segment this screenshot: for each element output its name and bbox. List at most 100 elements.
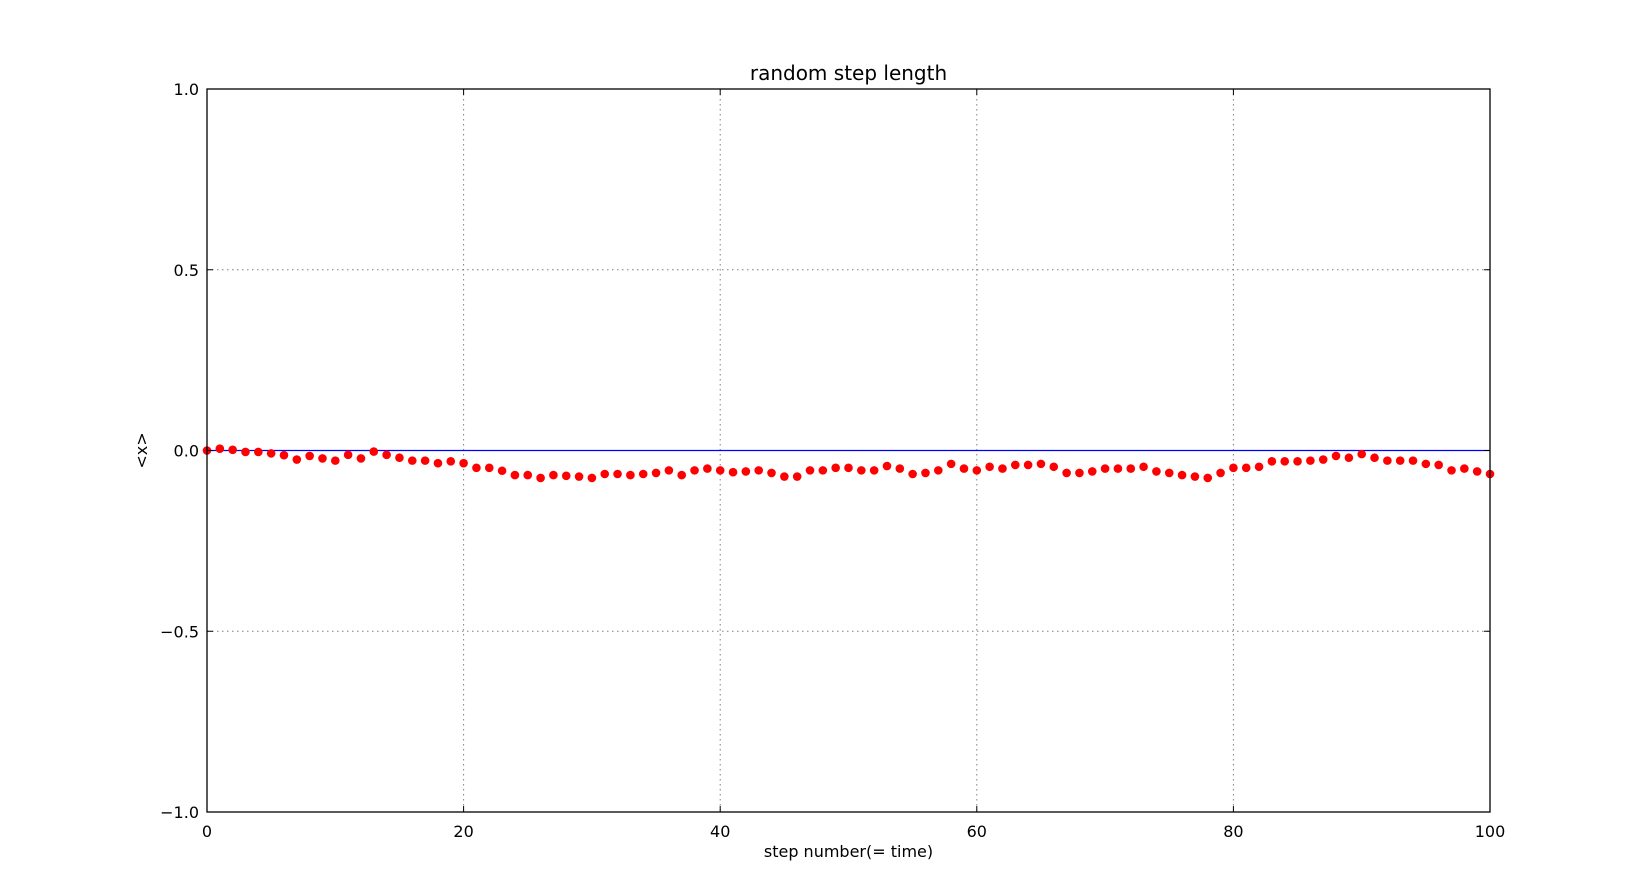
data-point [895,464,905,473]
data-point [767,468,776,478]
data-point [664,466,674,475]
data-point [1447,466,1456,475]
data-point [484,463,494,473]
x-tick-label: 100 [1475,822,1506,841]
data-point [561,471,571,481]
data-point [254,447,263,457]
data-point [292,455,302,464]
data-point [1023,460,1033,470]
data-point [1357,449,1366,459]
data-point [228,445,237,455]
data-point [1049,462,1059,472]
data-point [677,470,687,480]
data-point [1036,459,1046,469]
data-point [972,466,982,475]
data-point [446,457,456,466]
data-point [934,466,943,475]
data-point [651,468,661,478]
data-point [1190,472,1200,481]
data-point [1075,468,1084,478]
data-point [1152,467,1161,476]
data-point [690,466,699,475]
data-point [1421,459,1431,469]
data-point [715,466,725,475]
y-tick-label: −0.5 [160,622,199,641]
x-tick-label: 20 [453,822,473,841]
y-tick-label: 1.0 [174,80,199,99]
data-point [497,466,507,476]
data-points [202,444,1495,483]
data-point [536,473,545,483]
data-point [728,467,738,477]
data-point [613,469,622,479]
data-point [741,467,751,476]
x-tick-label: 0 [202,822,212,841]
data-point [1203,473,1213,483]
data-point [331,456,340,465]
data-point [523,470,533,480]
data-point [343,450,353,460]
data-point [266,449,276,458]
data-point [1139,462,1148,472]
data-point [818,466,828,475]
data-point [1434,460,1443,470]
data-point [356,454,366,463]
axis-ticks [206,88,1491,813]
x-tick-label: 60 [967,822,987,841]
data-point [946,459,956,469]
y-tick-label: −1.0 [160,803,199,822]
x-tick-labels: 0 20 40 60 80 100 [202,822,1505,841]
data-point [510,470,520,480]
data-point [1408,456,1418,465]
data-point [279,450,289,460]
data-point [395,453,404,463]
data-point [420,456,430,465]
data-point [1370,453,1379,463]
data-point [857,466,866,475]
data-point [908,469,917,479]
x-tick-label: 80 [1223,822,1243,841]
data-point [549,470,558,480]
data-point [459,458,468,468]
data-point [574,472,584,481]
data-point [805,466,815,475]
data-point [587,473,597,483]
data-point [703,464,712,473]
data-point [754,466,763,475]
data-point [1254,462,1264,472]
data-point [882,461,892,471]
data-point [1229,463,1238,473]
data-point [792,472,802,481]
x-tick-label: 40 [710,822,730,841]
data-point [1395,456,1405,465]
data-point [831,463,840,473]
data-point [1177,470,1187,480]
data-point [638,469,648,479]
data-point [1293,457,1302,466]
data-point [921,468,930,478]
data-point [1126,464,1136,473]
y-tick-label: 0.5 [174,261,199,280]
x-axis-label: step number(= time) [764,842,933,861]
data-point [1280,457,1290,466]
data-point [472,463,481,473]
data-point [382,450,391,460]
chart-title: random step length [750,61,947,85]
data-point [1010,460,1020,470]
data-point [433,458,443,468]
data-point [844,463,853,473]
data-point [369,447,379,456]
y-tick-label: 0.0 [174,442,199,461]
data-point [1164,468,1174,478]
data-point [600,469,610,479]
data-point [318,454,327,463]
data-point [407,456,417,465]
data-point [998,464,1007,473]
data-point [959,464,969,473]
data-point [626,470,635,480]
data-point [1241,463,1251,473]
data-point [215,444,225,453]
data-point [1472,467,1482,476]
data-point [1383,456,1392,465]
data-point [985,462,994,472]
